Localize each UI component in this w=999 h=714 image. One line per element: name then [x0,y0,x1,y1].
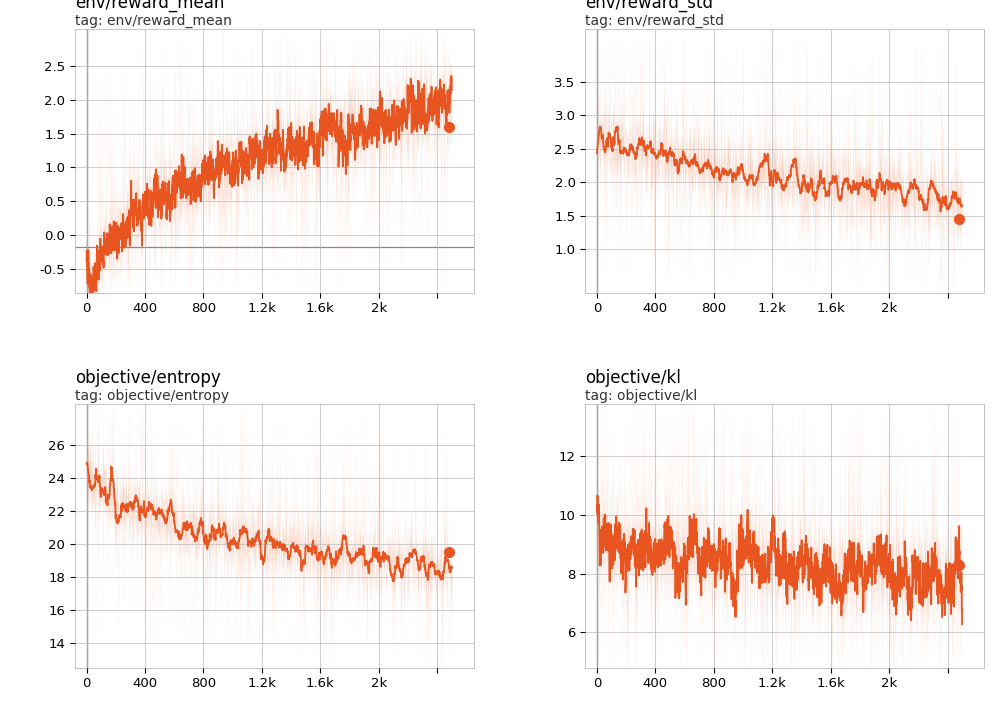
Text: objective/entropy: objective/entropy [75,369,221,387]
Text: env/reward_mean: env/reward_mean [75,0,225,13]
Text: tag: objective/entropy: tag: objective/entropy [75,389,229,403]
Text: objective/kl: objective/kl [585,369,681,387]
Text: tag: env/reward_mean: tag: env/reward_mean [75,14,232,28]
Text: tag: objective/kl: tag: objective/kl [585,389,697,403]
Text: tag: env/reward_std: tag: env/reward_std [585,14,724,28]
Text: env/reward_std: env/reward_std [585,0,713,13]
